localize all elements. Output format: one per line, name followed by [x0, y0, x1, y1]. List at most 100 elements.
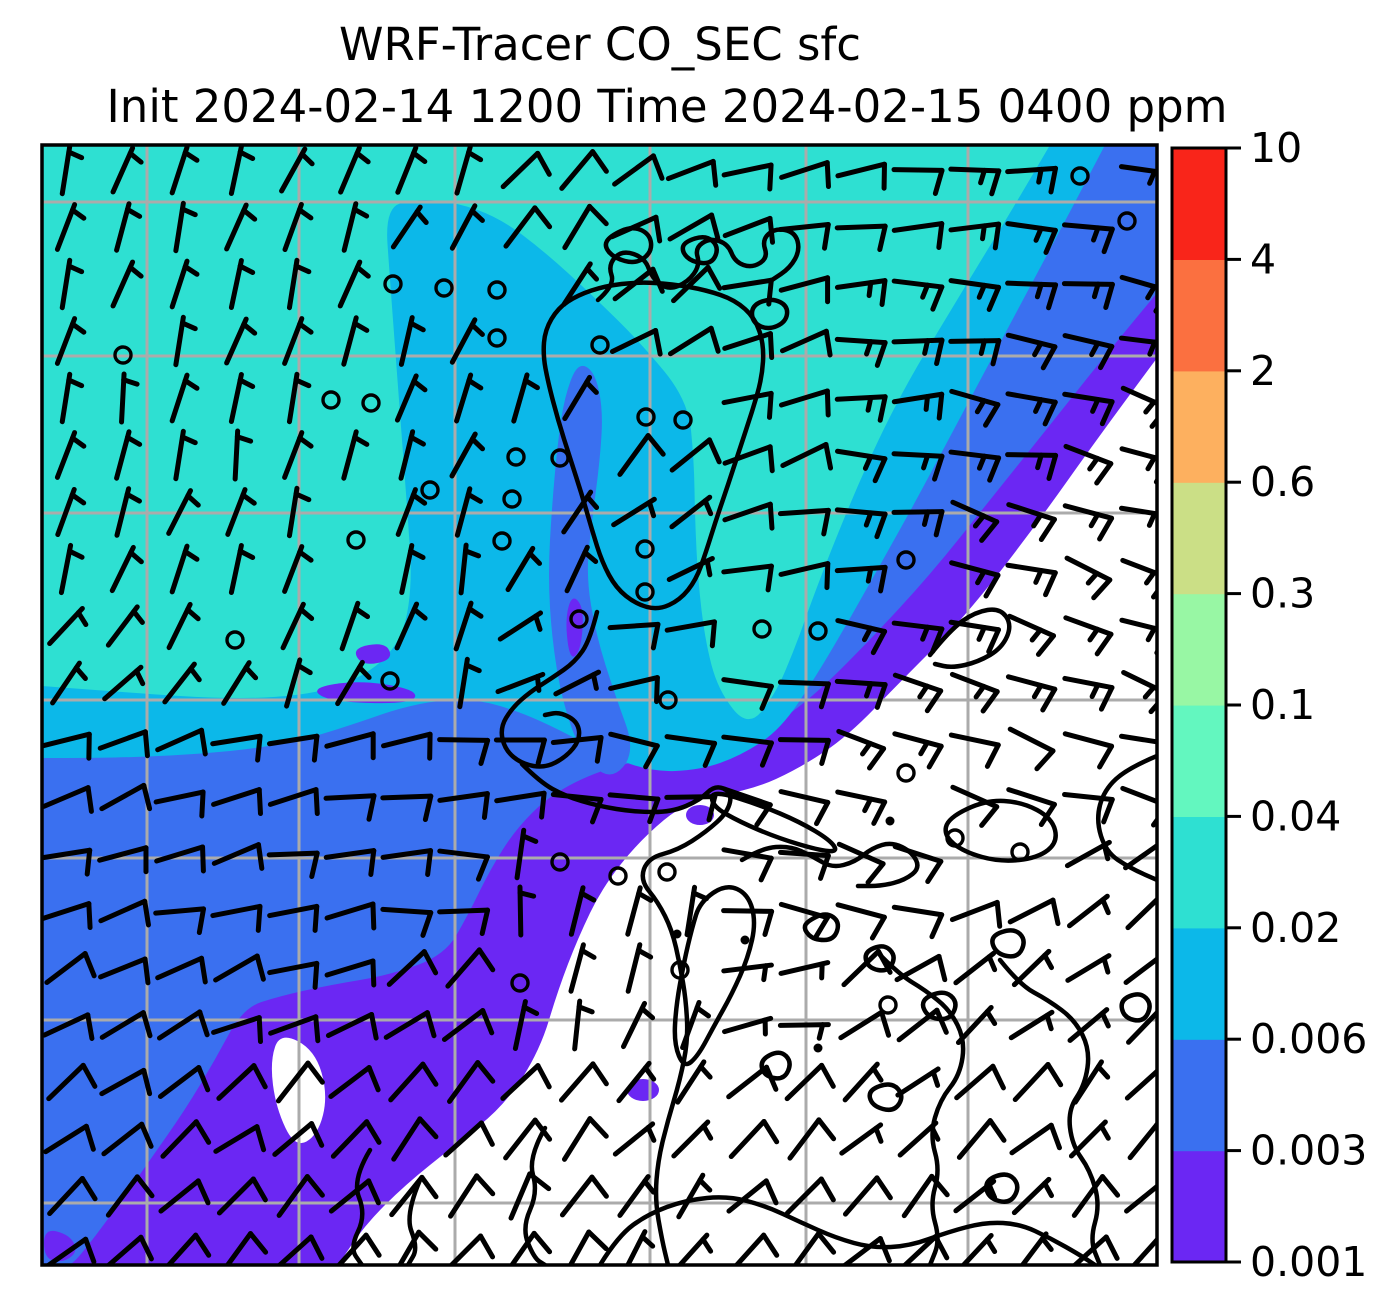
barb-feather: [869, 914, 887, 941]
barb-staff: [1005, 452, 1059, 458]
wind-barb: [282, 201, 314, 253]
barb-staff: [891, 391, 945, 405]
wind-barb: [58, 542, 85, 596]
barb-feather: [296, 207, 314, 221]
wind-barb: [841, 1236, 892, 1265]
barb-feather: [1091, 281, 1101, 300]
barb-staff: [667, 325, 714, 357]
barb-feather: [642, 1178, 657, 1195]
barb-feather: [1155, 896, 1157, 902]
barb-staff: [1062, 333, 1115, 349]
barb-feather: [421, 949, 439, 976]
wind-barb: [612, 266, 665, 302]
barb-staff: [948, 221, 1002, 233]
wind-barb: [337, 259, 371, 309]
wind-barb: [396, 1229, 439, 1265]
wind-barb: [272, 1121, 325, 1157]
barb-staff: [722, 444, 773, 466]
wind-barb: [612, 153, 665, 187]
wind-barb: [232, 428, 254, 482]
barb-feather: [142, 729, 150, 759]
barb-staff: [834, 223, 888, 231]
wind-barb: [777, 507, 831, 537]
barb-feather: [313, 787, 320, 817]
barb-feather: [650, 266, 665, 294]
wind-barb: [59, 145, 85, 197]
wind-barb: [42, 731, 92, 761]
barb-staff: [154, 844, 206, 864]
barb-feather: [309, 1121, 325, 1148]
wind-barb: [721, 563, 774, 593]
barb-staff: [721, 277, 774, 291]
barb-staff: [503, 205, 538, 249]
barb-feather: [84, 847, 93, 877]
wind-barb: [1011, 1176, 1055, 1216]
barb-feather: [987, 1118, 1007, 1143]
barb-staff: [1120, 785, 1157, 805]
barb-staff: [607, 621, 661, 631]
barb-feather: [255, 733, 263, 763]
wind-barb: [671, 264, 723, 304]
barb-feather: [466, 606, 484, 619]
wind-barb: [173, 200, 198, 254]
wind-barb: [680, 999, 712, 1051]
wind-barb: [448, 1173, 496, 1219]
barb-staff: [612, 153, 656, 187]
barb-feather: [920, 282, 931, 300]
wind-barb: [109, 544, 144, 594]
wind-barb: [676, 1172, 713, 1220]
colorbar-tick-label: 10: [1250, 124, 1302, 172]
barb-feather: [420, 910, 434, 938]
barb-feather: [936, 953, 948, 983]
barb-feather: [709, 619, 717, 649]
barb-feather: [408, 320, 426, 333]
wind-barb: [953, 1178, 998, 1214]
barb-feather: [1087, 626, 1100, 643]
wind-barb: [777, 737, 831, 766]
colorbar-tick-label: 4: [1250, 235, 1276, 283]
wind-barb: [948, 449, 1002, 483]
barb-staff: [323, 848, 377, 860]
barb-staff: [1124, 1183, 1157, 1214]
barb-staff: [266, 733, 320, 747]
barb-staff: [1124, 1068, 1157, 1101]
wind-barb: [948, 278, 1002, 312]
colorbar-segment: [1172, 1039, 1226, 1152]
wind-barb: [561, 1116, 609, 1162]
wind-barb: [891, 337, 945, 367]
barb-feather: [1033, 225, 1044, 243]
barb-staff: [216, 1063, 257, 1101]
wind-barb: [388, 1061, 439, 1103]
barb-feather: [1042, 952, 1055, 971]
barb-feather: [241, 207, 258, 222]
barb-feather: [1042, 399, 1058, 427]
barb-staff: [778, 275, 831, 293]
barb-feather: [822, 221, 831, 251]
barb-feather: [293, 491, 312, 503]
barb-feather: [635, 947, 654, 960]
barb-feather: [824, 160, 831, 190]
wind-barb: [722, 501, 775, 531]
barb-feather: [66, 149, 85, 161]
barb-feather: [298, 606, 315, 621]
wind-barb: [669, 437, 722, 473]
barb-feather: [1048, 165, 1059, 195]
barb-staff: [721, 908, 775, 914]
wind-barb: [166, 601, 201, 651]
barb-staff: [446, 1060, 481, 1104]
barb-feather: [475, 1060, 496, 1084]
wind-barb: [381, 731, 433, 761]
barb-staff: [891, 167, 945, 173]
wind-barb: [173, 314, 198, 368]
barb-feather: [241, 321, 258, 336]
wind-barb: [153, 789, 206, 819]
calm-wind-circle: [1010, 842, 1030, 862]
barb-staff: [779, 328, 829, 354]
wind-barb: [437, 737, 491, 766]
barb-feather: [873, 1125, 884, 1144]
barb-staff: [211, 1015, 262, 1035]
barb-staff: [834, 564, 888, 574]
barb-staff: [836, 728, 887, 752]
barb-staff: [437, 737, 491, 743]
barb-feather: [522, 377, 540, 391]
